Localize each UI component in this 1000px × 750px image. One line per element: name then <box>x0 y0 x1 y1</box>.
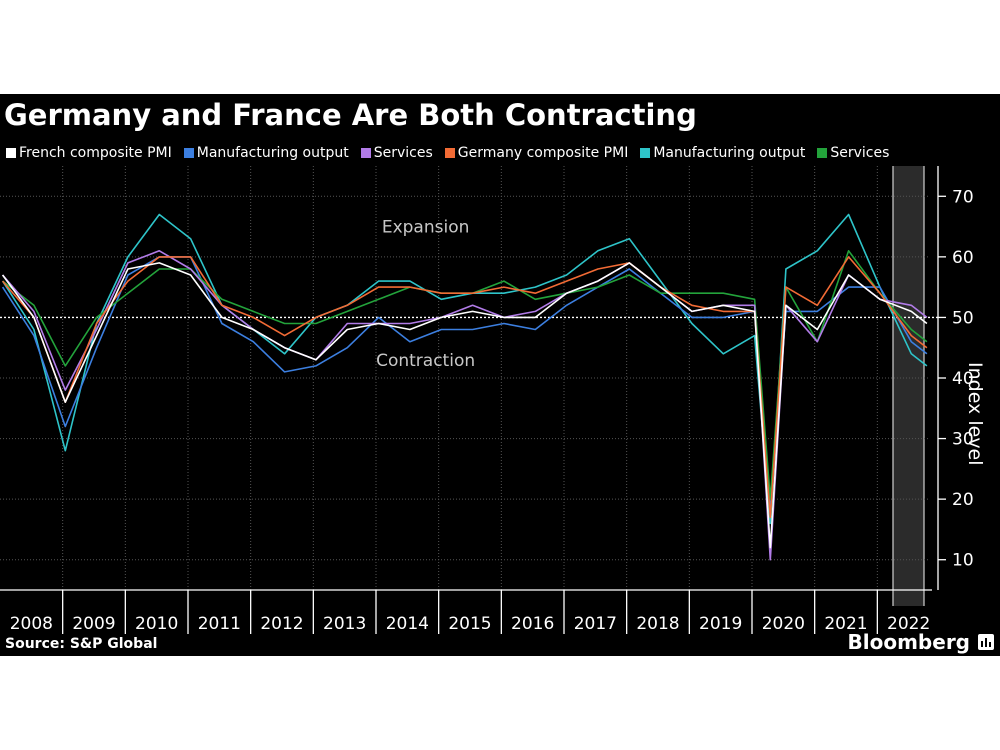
x-tick-label: 2016 <box>511 614 554 634</box>
x-tick-label: 2008 <box>10 614 53 634</box>
legend-label: Services <box>373 145 433 161</box>
y-tick-label: 70 <box>952 187 974 207</box>
bloomberg-chart-icon <box>978 634 994 650</box>
y-tick-label: 20 <box>952 490 974 510</box>
series-line-french-composite <box>1 262 928 549</box>
x-tick-label: 2018 <box>636 614 679 634</box>
legend-swatch-french-composite <box>6 148 16 158</box>
x-tick-label: 2020 <box>762 614 805 634</box>
series-line-french-services <box>1 250 928 561</box>
y-tick-label: 50 <box>952 308 974 328</box>
chart-annotation: Expansion <box>382 218 470 238</box>
legend: French composite PMI Manufacturing outpu… <box>6 144 889 162</box>
x-tick-label: 2011 <box>198 614 241 634</box>
legend-swatch-german-manufacturing <box>640 148 651 158</box>
legend-label: Manufacturing output <box>653 145 806 161</box>
legend-item: Manufacturing output <box>640 145 805 161</box>
legend-item: Services <box>817 145 889 161</box>
legend-swatch-german-composite <box>444 148 455 158</box>
chart-title: Germany and France Are Both Contracting <box>4 98 697 132</box>
x-tick-label: 2013 <box>323 614 366 634</box>
legend-label: Germany composite PMI <box>457 145 629 161</box>
chart-annotation: Contraction <box>376 351 475 371</box>
legend-swatch-french-services <box>360 148 371 158</box>
shaded-period <box>893 166 924 606</box>
x-tick-label: 2010 <box>135 614 178 634</box>
x-tick-label: 2022 <box>887 614 930 634</box>
y-tick-label: 10 <box>952 551 974 571</box>
source-note: Source: S&P Global <box>5 636 158 652</box>
x-tick-label: 2009 <box>72 614 115 634</box>
x-tick-label: 2021 <box>824 614 867 634</box>
y-axis-label: Index level <box>964 362 986 466</box>
x-tick-label: 2012 <box>260 614 303 634</box>
x-tick-label: 2014 <box>386 614 429 634</box>
line-chart: 2008 2009 2010 2011 2012 2013 2014 2015 2016 2017… <box>0 166 974 634</box>
x-tick-label: 2017 <box>574 614 617 634</box>
legend-item: Services <box>360 145 433 161</box>
series-line-german-composite <box>1 256 928 519</box>
y-tick-label: 60 <box>952 248 974 268</box>
chart-frame: 2008 2009 2010 2011 2012 2013 2014 2015 2016 2017… <box>0 94 1000 656</box>
legend-item: Germany composite PMI <box>444 145 629 161</box>
legend-swatch-french-manufacturing <box>183 148 194 158</box>
legend-item: French composite PMI <box>6 145 172 161</box>
series-line-german-manufacturing <box>1 213 928 525</box>
y-tick-label: 30 <box>952 430 974 450</box>
legend-label: Manufacturing output <box>196 145 349 161</box>
y-tick-label: 40 <box>952 369 974 389</box>
x-tick-label: 2019 <box>699 614 742 634</box>
legend-label: Services <box>830 145 890 161</box>
legend-item: Manufacturing output <box>183 145 349 161</box>
brand-logo: Bloomberg <box>847 630 970 654</box>
x-tick-label: 2015 <box>448 614 491 634</box>
legend-label: French composite PMI <box>19 145 172 161</box>
legend-swatch-german-services <box>817 148 828 158</box>
